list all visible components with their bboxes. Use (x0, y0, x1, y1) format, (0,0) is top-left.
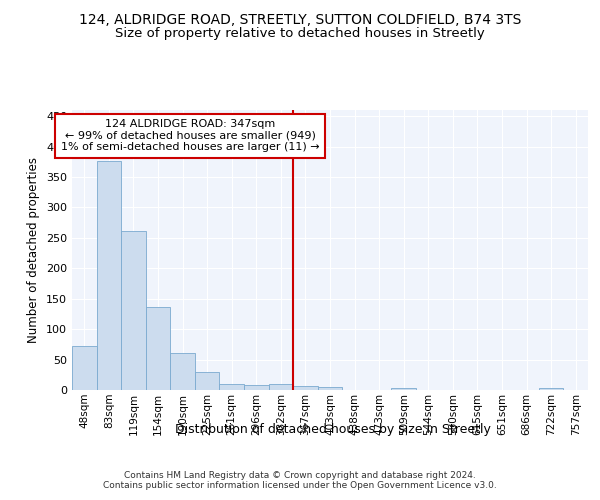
Bar (146, 307, 170, 390)
Bar (269, 384, 293, 390)
Y-axis label: Number of detached properties: Number of detached properties (28, 157, 40, 343)
Bar (121, 231, 146, 390)
Text: 124, ALDRIDGE ROAD, STREETLY, SUTTON COLDFIELD, B74 3TS: 124, ALDRIDGE ROAD, STREETLY, SUTTON COL… (79, 12, 521, 26)
Bar (539, 388, 563, 390)
Bar (195, 372, 220, 390)
Text: Size of property relative to detached houses in Streetly: Size of property relative to detached ho… (115, 28, 485, 40)
Bar (293, 386, 318, 390)
Text: Distribution of detached houses by size in Streetly: Distribution of detached houses by size … (175, 422, 491, 436)
Bar (318, 387, 342, 390)
Text: Contains HM Land Registry data © Crown copyright and database right 2024.
Contai: Contains HM Land Registry data © Crown c… (103, 470, 497, 490)
Bar (170, 354, 195, 390)
Text: 124 ALDRIDGE ROAD: 347sqm
← 99% of detached houses are smaller (949)
1% of semi-: 124 ALDRIDGE ROAD: 347sqm ← 99% of detac… (61, 119, 319, 152)
Bar (97, 160, 121, 390)
Bar (391, 388, 416, 390)
Bar (244, 385, 269, 390)
Bar (72, 346, 97, 390)
Bar (220, 384, 244, 390)
